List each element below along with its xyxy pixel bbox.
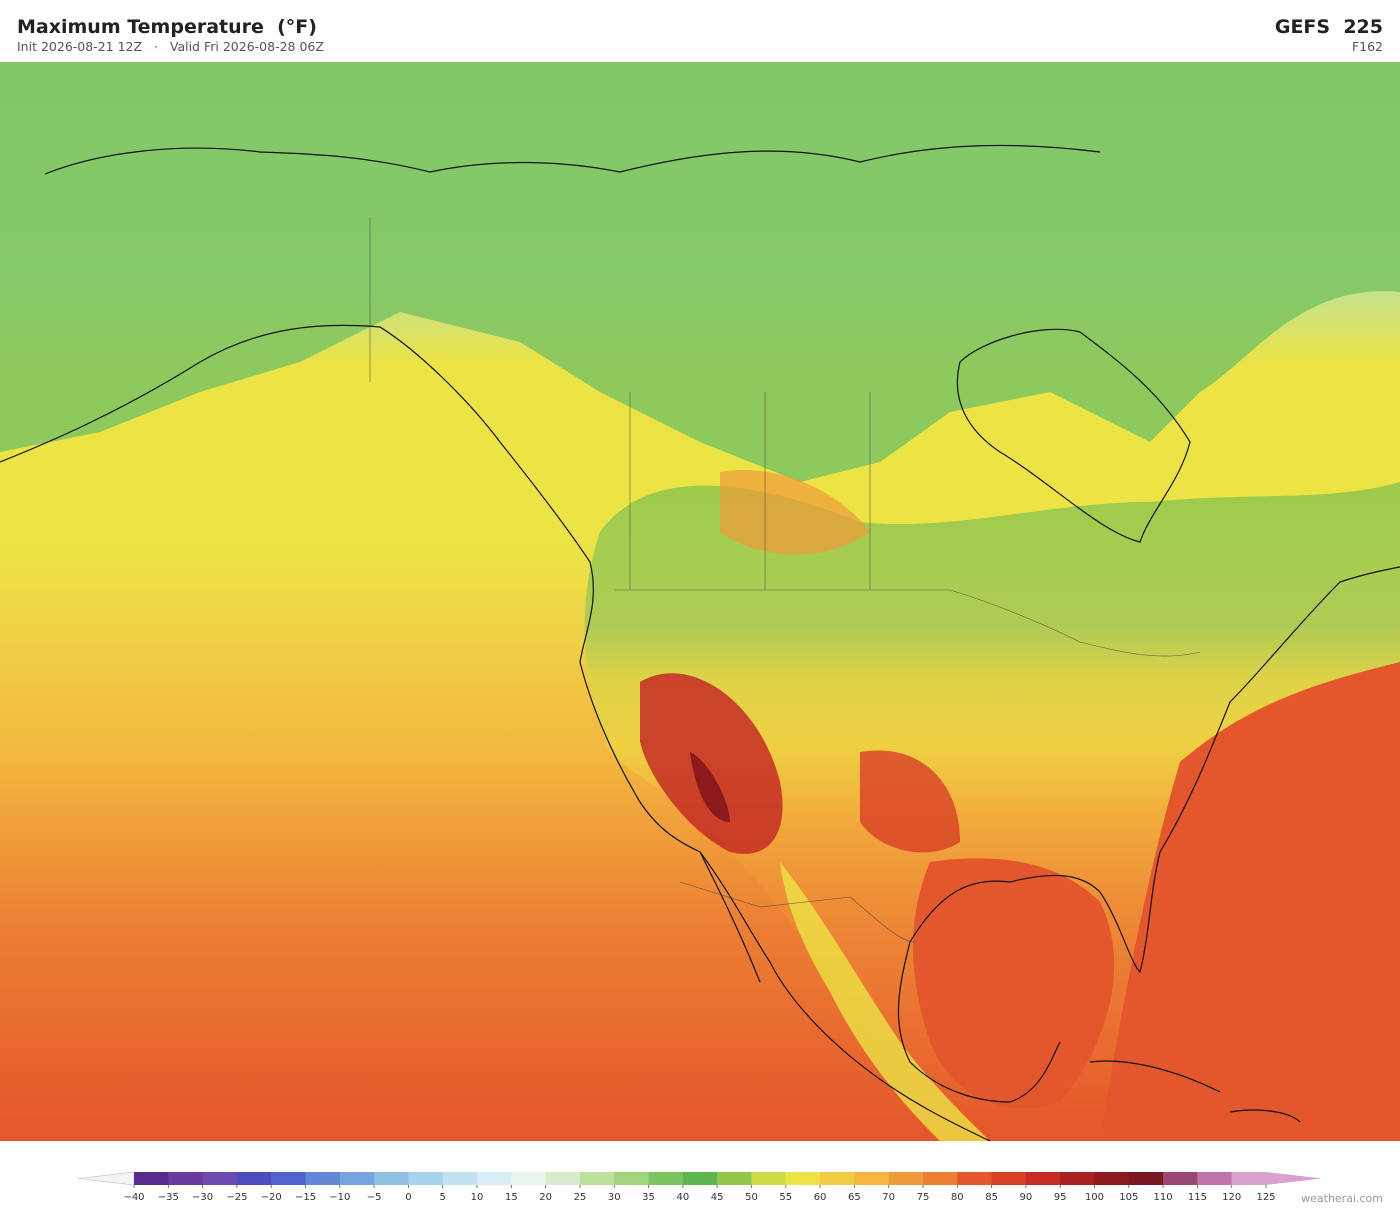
credit: weatherai.com (1301, 1192, 1383, 1205)
atlantic-field (1100, 662, 1400, 1141)
color-swatch (1197, 1172, 1233, 1185)
tick-label: −20 (261, 1192, 282, 1203)
tick-label: −35 (158, 1192, 179, 1203)
tick-label: 10 (471, 1192, 484, 1203)
color-swatch (134, 1172, 169, 1185)
color-swatch (682, 1172, 718, 1185)
tick-label: 70 (882, 1192, 895, 1203)
color-swatch (888, 1172, 924, 1185)
northern-field (0, 62, 1400, 482)
tick-label: 125 (1256, 1192, 1275, 1203)
tick-label: 50 (745, 1192, 758, 1203)
tick-label: 85 (985, 1192, 998, 1203)
tick-label: −5 (367, 1192, 382, 1203)
gulf-field (913, 858, 1115, 1109)
tick-label: 0 (405, 1192, 411, 1203)
model-name: GEFS 225 (1274, 16, 1383, 38)
color-swatch (442, 1172, 478, 1185)
plains-heat (860, 750, 960, 853)
title: Maximum Temperature (°F) (17, 16, 317, 38)
tick-label: 5 (440, 1192, 446, 1203)
color-swatch (785, 1172, 821, 1185)
color-swatch (854, 1172, 890, 1185)
color-swatch (614, 1172, 650, 1185)
tick-label: −25 (226, 1192, 247, 1203)
colorbar: weatherai.com −40 −35 −30 −25 −20 −15 −10 −5 0 5 1… (77, 1171, 1383, 1205)
color-swatch (820, 1172, 855, 1185)
under-triangle (77, 1171, 135, 1186)
color-swatch (511, 1172, 547, 1185)
desert-peak (690, 752, 730, 822)
forecast-hour: F162 (1351, 39, 1383, 54)
color-swatch (751, 1172, 787, 1185)
init-time: Init 2026-08-21 12Z (17, 39, 143, 54)
tick-label: 120 (1222, 1192, 1241, 1203)
color-swatch (168, 1172, 204, 1185)
tick-label: 65 (848, 1192, 861, 1203)
color-swatch (991, 1172, 1027, 1185)
tick-label: 30 (608, 1192, 621, 1203)
tick-label: 100 (1085, 1192, 1104, 1203)
color-swatch (305, 1172, 341, 1185)
tick-label: 105 (1119, 1192, 1138, 1203)
color-swatch (477, 1172, 512, 1185)
subtitle: Init 2026-08-21 12Z · Valid Fri 2026-08-… (17, 39, 324, 54)
color-swatch (236, 1172, 272, 1185)
tick-label: 60 (814, 1192, 827, 1203)
tick-label: 95 (1054, 1192, 1067, 1203)
valid-time: Valid Fri 2026-08-28 06Z (169, 39, 324, 54)
color-swatch (648, 1172, 684, 1185)
tick-label: 115 (1188, 1192, 1207, 1203)
tick-label: 75 (917, 1192, 930, 1203)
tick-label: −40 (123, 1192, 144, 1203)
color-swatch (957, 1172, 993, 1185)
color-swatch (1163, 1172, 1198, 1185)
tick-label: 40 (676, 1192, 689, 1203)
separator: · (153, 39, 158, 54)
tick-label: 25 (574, 1192, 587, 1203)
temperature-map (0, 62, 1400, 1141)
tick-label: 55 (779, 1192, 792, 1203)
color-swatch (1128, 1172, 1164, 1185)
tick-label: 35 (642, 1192, 655, 1203)
color-swatch (579, 1172, 615, 1185)
color-swatch (271, 1172, 307, 1185)
color-swatch (922, 1172, 958, 1185)
color-swatch (202, 1172, 238, 1185)
tick-label: −15 (295, 1192, 316, 1203)
color-swatch (408, 1172, 444, 1185)
tick-label: 20 (539, 1192, 552, 1203)
tick-label: −10 (329, 1192, 350, 1203)
color-swatch (1025, 1172, 1061, 1185)
color-swatch (374, 1172, 409, 1185)
color-swatch (545, 1172, 581, 1185)
color-swatch (1094, 1172, 1130, 1185)
prairie-warm (720, 470, 870, 555)
tick-label: 80 (951, 1192, 964, 1203)
color-swatch (1060, 1172, 1095, 1185)
color-swatch (717, 1172, 752, 1185)
tick-label: 45 (711, 1192, 724, 1203)
color-swatch (339, 1172, 375, 1185)
over-triangle (1266, 1172, 1322, 1185)
tick-label: 15 (505, 1192, 518, 1203)
borders (369, 217, 1201, 943)
color-swatch (1231, 1172, 1267, 1185)
tick-label: 110 (1154, 1192, 1173, 1203)
coastlines (0, 144, 1400, 1141)
southwest-heat (640, 673, 783, 854)
tick-label: −30 (192, 1192, 213, 1203)
tick-label: 90 (1020, 1192, 1033, 1203)
